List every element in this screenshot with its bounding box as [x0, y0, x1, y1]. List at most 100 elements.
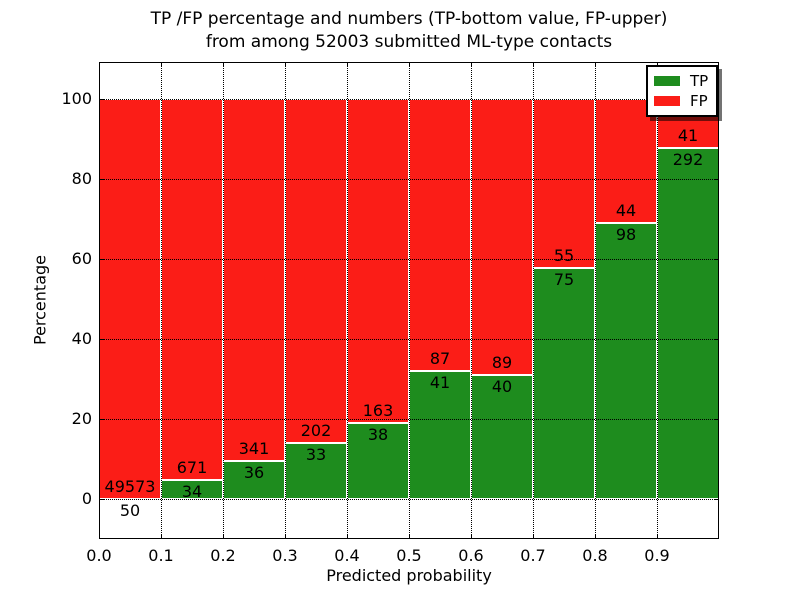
- tp-count-label: 75: [553, 270, 575, 290]
- x-tick-mark: [533, 534, 534, 539]
- x-tick-mark: [409, 62, 410, 67]
- fp-count-label: 41: [677, 126, 699, 146]
- y-tick-mark: [99, 499, 104, 500]
- fp-count-label: 671: [176, 457, 208, 477]
- y-tick-mark: [99, 99, 104, 100]
- x-tick-label: 0.9: [644, 546, 670, 565]
- gridline-vertical: [409, 62, 410, 539]
- legend-item-tp: TP: [654, 71, 708, 91]
- x-axis-label: Predicted probability: [326, 566, 492, 585]
- x-tick-label: 0.7: [520, 546, 546, 565]
- y-tick-label: 80: [71, 169, 92, 188]
- legend-label-tp: TP: [690, 72, 709, 90]
- fp-bar-segment: [99, 99, 161, 499]
- legend: TP FP: [646, 65, 719, 117]
- x-tick-mark: [657, 534, 658, 539]
- tp-bar-segment: [223, 460, 285, 499]
- gridline-horizontal: [99, 179, 719, 180]
- tp-swatch-icon: [654, 76, 680, 86]
- fp-bar-segment: [161, 99, 223, 480]
- y-tick-mark: [99, 259, 104, 260]
- gridline-vertical: [223, 62, 224, 539]
- y-tick-mark: [99, 419, 104, 420]
- plot-area: 49573 50 671 34 341 36 202 33 163 38 87 41 89 40 55 75 4…: [61, 62, 719, 565]
- tp-count-label: 98: [615, 224, 637, 244]
- y-tick-label: 0: [81, 489, 92, 508]
- fp-count-label: 341: [238, 438, 270, 458]
- tp-count-label: 38: [367, 425, 389, 445]
- gridline-horizontal: [99, 99, 719, 100]
- fp-bar-segment: [471, 99, 533, 375]
- fp-bar-segment: [347, 99, 409, 424]
- gridline-vertical: [471, 62, 472, 539]
- x-tick-label: 0.8: [582, 546, 608, 565]
- gridline-horizontal: [99, 499, 719, 500]
- y-tick-mark: [714, 499, 719, 500]
- fp-count-label: 87: [429, 348, 451, 368]
- chart-title-line2: from among 52003 submitted ML-type conta…: [205, 32, 613, 52]
- gridline-horizontal: [99, 259, 719, 260]
- fp-count-label: 202: [300, 420, 332, 440]
- x-tick-mark: [223, 534, 224, 539]
- gridline-vertical: [347, 62, 348, 539]
- y-tick-mark: [99, 339, 104, 340]
- fp-bar-segment: [533, 99, 595, 269]
- y-tick-mark: [714, 259, 719, 260]
- x-tick-label: 0.1: [148, 546, 174, 565]
- fp-count-label: 163: [362, 401, 394, 421]
- x-tick-mark: [471, 62, 472, 67]
- fp-count-label: 44: [615, 200, 637, 220]
- tp-count-label: 34: [181, 481, 203, 501]
- x-tick-label: 0.2: [210, 546, 236, 565]
- fp-count-label: 55: [553, 246, 575, 266]
- fp-count-label: 49573: [104, 476, 156, 496]
- x-tick-mark: [285, 534, 286, 539]
- x-tick-mark: [533, 62, 534, 67]
- legend-label-fp: FP: [690, 92, 708, 110]
- x-tick-mark: [595, 534, 596, 539]
- gridline-vertical: [161, 62, 162, 539]
- x-tick-mark: [471, 534, 472, 539]
- x-tick-mark: [347, 534, 348, 539]
- x-tick-mark: [161, 534, 162, 539]
- gridline-vertical: [657, 62, 658, 539]
- y-tick-mark: [714, 179, 719, 180]
- y-tick-label: 20: [71, 409, 92, 428]
- x-tick-mark: [595, 62, 596, 67]
- gridline-horizontal: [99, 339, 719, 340]
- y-tick-mark: [714, 419, 719, 420]
- x-tick-label: 0.4: [334, 546, 360, 565]
- legend-item-fp: FP: [654, 91, 708, 111]
- x-tick-label: 0.3: [272, 546, 298, 565]
- tp-bar-segment: [285, 442, 347, 499]
- tp-bar-segment: [657, 148, 719, 499]
- y-tick-label: 40: [71, 329, 92, 348]
- x-tick-mark: [409, 534, 410, 539]
- x-tick-mark: [161, 62, 162, 67]
- x-tick-mark: [657, 62, 658, 67]
- tp-bar-segment: [347, 423, 409, 499]
- y-tick-mark: [714, 339, 719, 340]
- tp-count-label: 40: [491, 376, 513, 396]
- chart-title-line1: TP /FP percentage and numbers (TP-bottom…: [150, 9, 668, 29]
- x-tick-mark: [223, 62, 224, 67]
- tp-bar-segment: [595, 222, 657, 499]
- x-tick-label: 0.6: [458, 546, 484, 565]
- gridline-horizontal: [99, 419, 719, 420]
- y-tick-label: 100: [61, 89, 92, 108]
- gridline-vertical: [285, 62, 286, 539]
- gridline-vertical: [533, 62, 534, 539]
- x-tick-label: 0.0: [86, 546, 112, 565]
- tp-count-label: 33: [305, 444, 327, 464]
- tp-count-label: 50: [119, 500, 141, 520]
- fp-swatch-icon: [654, 96, 680, 106]
- tp-bar-segment: [409, 370, 471, 499]
- tp-count-label: 292: [672, 150, 704, 170]
- x-tick-label: 0.5: [396, 546, 422, 565]
- fp-count-label: 89: [491, 352, 513, 372]
- fp-bar-segment: [223, 99, 285, 461]
- x-tick-mark: [347, 62, 348, 67]
- y-tick-label: 60: [71, 249, 92, 268]
- tp-count-label: 41: [429, 372, 451, 392]
